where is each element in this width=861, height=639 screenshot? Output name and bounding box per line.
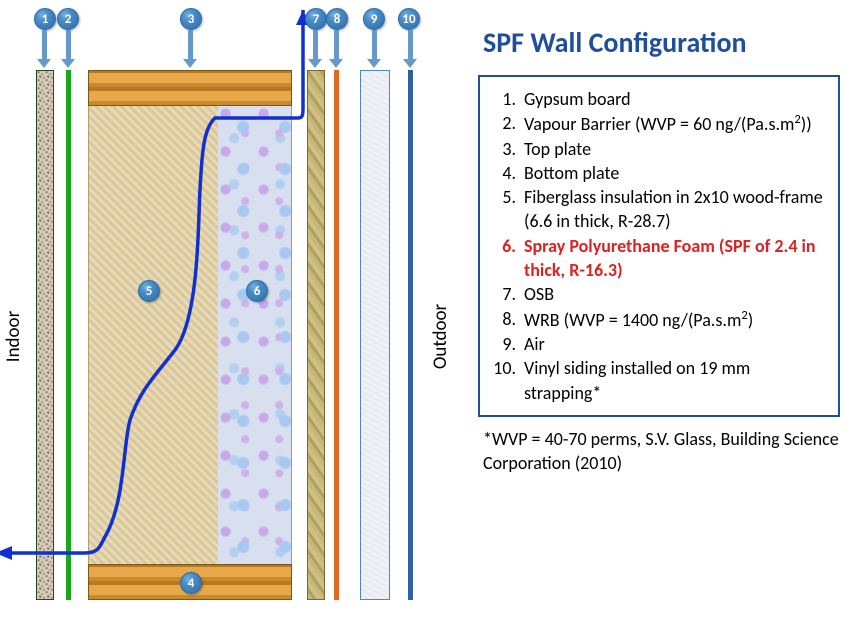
callout-arrow-7 [313,30,318,60]
legend-text: Top plate [516,137,591,161]
legend-text: Spray Polyurethane Foam (SPF of 2.4 in t… [516,234,830,283]
callout-badge-2: 2 [57,8,79,30]
legend-text: Vapour Barrier (WVP = 60 ng/(Pa.s.m2)) [516,111,812,136]
legend-number: 9. [488,332,516,356]
legend-item: 3.Top plate [488,137,830,161]
callout-badge-9: 9 [363,8,385,30]
callout-badge-5: 5 [138,280,160,302]
legend-item: 6.Spray Polyurethane Foam (SPF of 2.4 in… [488,234,830,283]
wall-diagram: Indoor Outdoor 12378910 564 [0,0,445,639]
legend-number: 1. [488,87,516,111]
legend-number: 3. [488,137,516,161]
text-panel: SPF Wall Configuration 1.Gypsum board2.V… [473,0,848,475]
legend-text: Vinyl siding installed on 19 mm strappin… [516,356,830,405]
legend-number: 4. [488,161,516,185]
layer-top-plate [88,70,292,106]
callout-badge-1: 1 [34,8,56,30]
layer-spf [218,106,292,564]
legend-number: 2. [488,111,516,136]
indoor-label: Indoor [2,311,25,362]
diagram-title: SPF Wall Configuration [483,25,848,60]
legend-item: 4.Bottom plate [488,161,830,185]
legend-text: Air [516,332,545,356]
legend-number: 5. [488,185,516,234]
footnote: *WVP = 40-70 perms, S.V. Glass, Building… [483,427,848,476]
outdoor-label: Outdoor [429,304,452,369]
callout-badge-6: 6 [246,280,268,302]
legend-number: 10. [488,356,516,405]
legend-number: 8. [488,307,516,332]
legend-item: 10.Vinyl siding installed on 19 mm strap… [488,356,830,405]
layer-gypsum [36,70,54,600]
layer-fiberglass [88,106,218,564]
callout-badge-10: 10 [398,8,420,30]
layer-vapour-barrier [66,70,71,600]
legend-text: OSB [516,282,554,306]
callout-badge-7: 7 [305,8,327,30]
callout-arrow-2 [66,30,71,60]
legend-text: Gypsum board [516,87,631,111]
legend-box: 1.Gypsum board2.Vapour Barrier (WVP = 60… [478,75,840,417]
legend-number: 6. [488,234,516,283]
layer-air [360,70,390,600]
layer-vinyl [408,70,413,600]
legend-item: 5.Fiberglass insulation in 2x10 wood-fra… [488,185,830,234]
legend-item: 1.Gypsum board [488,87,830,111]
legend-item: 7.OSB [488,282,830,306]
callout-arrow-9 [372,30,377,60]
callout-arrow-3 [188,30,193,60]
legend-item: 2.Vapour Barrier (WVP = 60 ng/(Pa.s.m2)) [488,111,830,136]
legend-text: WRB (WVP = 1400 ng/(Pa.s.m2) [516,307,753,332]
callout-badge-4: 4 [180,572,202,594]
legend-text: Bottom plate [516,161,619,185]
callout-badge-8: 8 [326,8,348,30]
callout-badge-3: 3 [180,8,202,30]
callout-arrow-1 [42,30,47,60]
legend-item: 9.Air [488,332,830,356]
legend-number: 7. [488,282,516,306]
legend-text: Fiberglass insulation in 2x10 wood-frame… [516,185,830,234]
legend-item: 8.WRB (WVP = 1400 ng/(Pa.s.m2) [488,307,830,332]
layer-osb [307,70,325,600]
callout-arrow-8 [334,30,339,60]
layer-wrb [334,70,339,600]
callout-arrow-10 [408,30,413,60]
